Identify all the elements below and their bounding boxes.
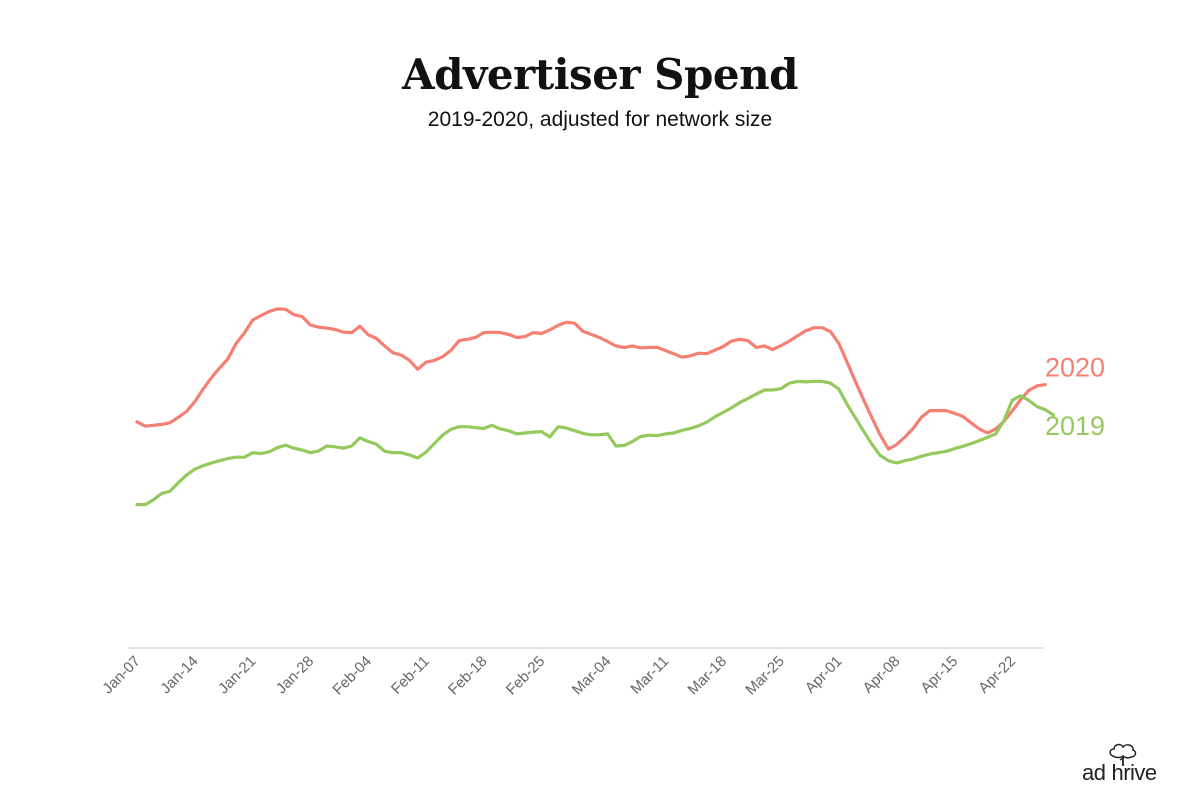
x-tick-label: Apr-22 bbox=[975, 653, 1019, 697]
x-tick-label: Jan-07 bbox=[99, 653, 143, 697]
x-tick-label: Apr-15 bbox=[917, 653, 961, 697]
logo-text: ad hrive bbox=[1082, 760, 1157, 785]
x-tick-label: Mar-25 bbox=[742, 653, 788, 699]
x-tick-label: Mar-18 bbox=[684, 653, 730, 699]
chart-subtitle: 2019-2020, adjusted for network size bbox=[427, 108, 773, 131]
series-line-2019 bbox=[135, 379, 1056, 507]
series-label-2020: 2020 bbox=[1045, 353, 1105, 383]
x-tick-label: Mar-11 bbox=[627, 653, 672, 698]
x-tick-label: Feb-04 bbox=[329, 653, 375, 699]
x-tick-label: Feb-25 bbox=[503, 653, 549, 699]
x-tick-label: Jan-14 bbox=[157, 653, 201, 697]
series-lines bbox=[135, 307, 1056, 507]
tree-icon bbox=[1109, 743, 1137, 766]
series-label-2019: 2019 bbox=[1045, 411, 1105, 441]
x-tick-label: Feb-18 bbox=[445, 653, 491, 699]
series-labels: 2020 2019 bbox=[1045, 353, 1105, 441]
x-tick-label: Feb-11 bbox=[388, 653, 433, 698]
chart-title: Advertiser Spend bbox=[401, 50, 799, 99]
adthrive-logo: ad hrive bbox=[1082, 742, 1182, 788]
x-tick-labels: Jan-07 Jan-14 Jan-21 Jan-28 Feb-04 Feb-11 Feb-… bbox=[99, 653, 1019, 699]
x-tick-label: Mar-04 bbox=[569, 653, 615, 699]
series-line-2020 bbox=[135, 307, 1047, 451]
x-tick-label: Apr-08 bbox=[860, 653, 904, 697]
x-tick-label: Jan-21 bbox=[215, 653, 259, 697]
x-tick-label: Apr-01 bbox=[802, 653, 846, 697]
x-tick-label: Jan-28 bbox=[273, 653, 317, 697]
